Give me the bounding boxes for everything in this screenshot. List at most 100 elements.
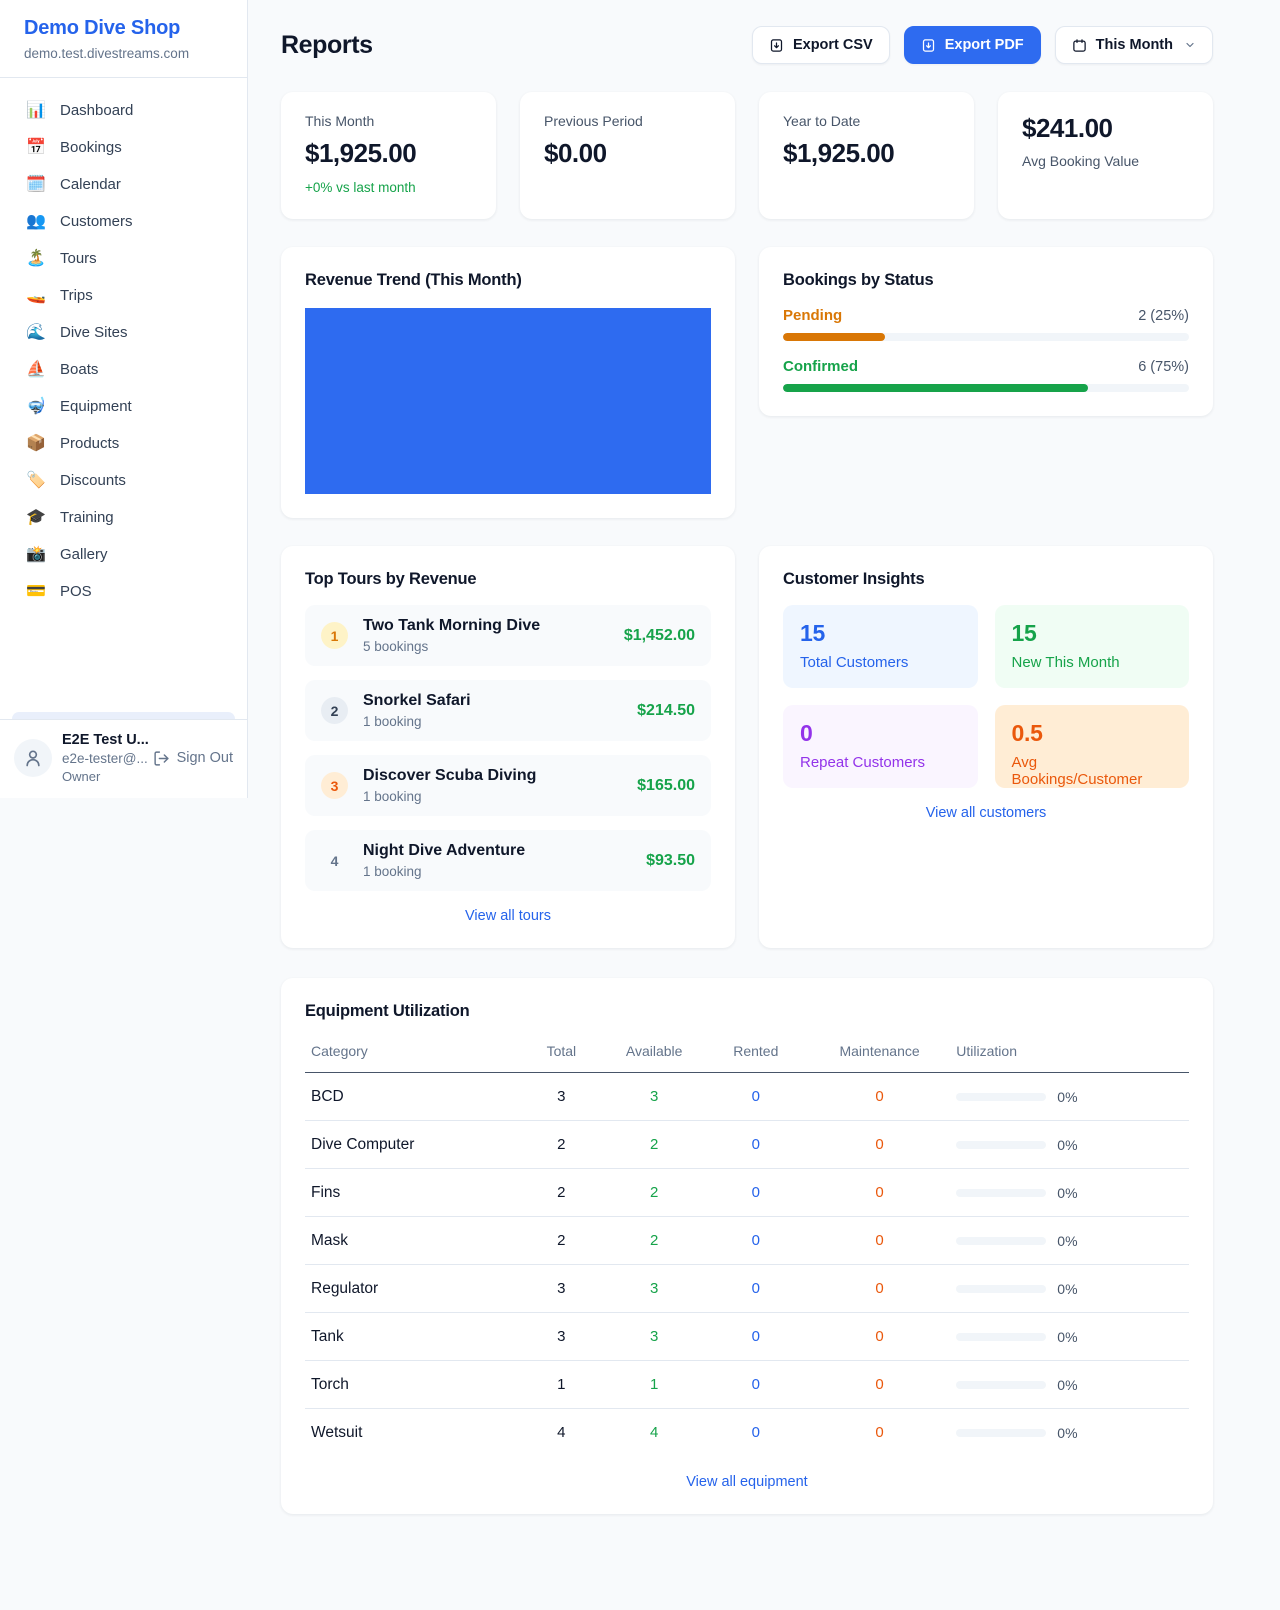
equipment-available: 4	[649, 1424, 659, 1442]
Products[interactable]: 📦 Products	[12, 425, 235, 462]
utilization-bar-track	[956, 1284, 1047, 1293]
insight-value: 0	[800, 720, 813, 746]
active-nav-item-partial[interactable]	[12, 712, 235, 719]
chevron-down-icon	[1186, 42, 1194, 48]
sign-out-button[interactable]: Sign Out	[153, 750, 233, 767]
view-all-equipment-link[interactable]: View all equipment	[686, 1473, 808, 1490]
export-pdf-button[interactable]: Export PDF	[903, 26, 1041, 64]
Training[interactable]: 🎓 Training	[12, 499, 235, 536]
equipment-maintenance: 0	[808, 1360, 951, 1409]
equipment-rented: 0	[702, 1216, 809, 1265]
Equipment[interactable]: 🤿 Equipment	[12, 388, 235, 425]
stat-value: $1,925.00	[305, 138, 417, 168]
tour-rank-badge: 1	[321, 622, 348, 649]
utilization-bar-track	[956, 1428, 1047, 1437]
equipment-table-row: BCD 3 3 0 0 0%	[305, 1072, 1189, 1121]
nav-item-label: Discounts	[60, 472, 126, 489]
tour-bookings: 1 booking	[363, 864, 422, 879]
insight-value: 0.5	[1011, 720, 1043, 746]
tour-bookings: 1 booking	[363, 789, 422, 804]
top-tours-card: Top Tours by Revenue 1 Two Tank Morning …	[281, 546, 735, 948]
calendar-icon: 🗓️	[26, 175, 46, 193]
utilization-percent: 0%	[1057, 1232, 1078, 1249]
status-bar-track	[783, 333, 1189, 341]
Discounts[interactable]: 🏷️ Discounts	[12, 462, 235, 499]
col-total: Total	[517, 1033, 606, 1073]
Bookings[interactable]: 📅 Bookings	[12, 129, 235, 166]
equipment-table-row: Regulator 3 3 0 0 0%	[305, 1264, 1189, 1313]
view-all-tours-link[interactable]: View all tours	[465, 908, 551, 924]
period-select[interactable]: This Month	[1054, 26, 1213, 64]
utilization-bar-track	[956, 1332, 1047, 1341]
equipment-table-header: Category Total Available Rented Maintena…	[305, 1033, 1189, 1073]
insight-label: New This Month	[1011, 654, 1120, 671]
equipment-icon: 🤿	[26, 397, 46, 415]
utilization-percent: 0%	[1057, 1184, 1078, 1201]
equipment-utilization-card: Equipment Utilization Category Total Ava…	[281, 978, 1213, 1514]
equipment-available: 2	[605, 1168, 703, 1217]
utilization-cell: 0%	[956, 1329, 1183, 1345]
tour-revenue: $1,452.00	[623, 626, 695, 644]
insight-value: 15	[800, 620, 825, 646]
equipment-table-row: Tank 3 3 0 0 0%	[305, 1312, 1189, 1361]
equipment-total: 1	[517, 1360, 606, 1409]
equipment-total: 3	[517, 1264, 606, 1313]
Calendar[interactable]: 🗓️ Calendar	[12, 166, 235, 203]
view-all-customers-link[interactable]: View all customers	[925, 805, 1047, 821]
main-content: Reports Export CSV Export PDF This Month…	[248, 0, 1280, 1514]
user-name: E2E Test U...	[62, 732, 149, 748]
status-group: Confirmed 6 (75%)	[783, 358, 1189, 392]
nav-item-label: Tours	[60, 250, 97, 267]
dive-sites-icon: 🌊	[26, 323, 46, 341]
tour-row: 1 Two Tank Morning Dive 5 bookings $1,45…	[305, 605, 711, 666]
utilization-percent: 0%	[1057, 1280, 1078, 1297]
equipment-available: 2	[605, 1120, 703, 1169]
equipment-category: Torch	[305, 1360, 518, 1409]
equipment-available: 2	[605, 1216, 703, 1265]
equipment-table-row: Fins 2 2 0 0 0%	[305, 1168, 1189, 1217]
tour-row: 2 Snorkel Safari 1 booking $214.50	[305, 680, 711, 741]
equipment-category: Dive Computer	[305, 1120, 518, 1169]
Dashboard[interactable]: 📊 Dashboard	[12, 92, 235, 129]
col-maintenance: Maintenance	[808, 1033, 951, 1073]
insight-label: Total Customers	[800, 654, 909, 671]
tour-rank-badge: 3	[321, 772, 348, 799]
nav-item-label: Calendar	[60, 176, 121, 193]
equipment-maintenance: 0	[808, 1072, 951, 1121]
stat-value: $0.00	[544, 138, 607, 168]
tours-icon: 🏝️	[26, 249, 46, 267]
trips-icon: 🚤	[26, 286, 46, 304]
equipment-category: Tank	[305, 1312, 518, 1361]
equipment-rented: 0	[702, 1072, 809, 1121]
Gallery[interactable]: 📸 Gallery	[12, 536, 235, 573]
export-csv-button[interactable]: Export CSV	[751, 26, 890, 64]
Trips[interactable]: 🚤 Trips	[12, 277, 235, 314]
Dive Sites[interactable]: 🌊 Dive Sites	[12, 314, 235, 351]
file-download-icon	[770, 38, 783, 52]
POS[interactable]: 💳 POS	[12, 573, 235, 610]
sign-out-icon	[153, 750, 169, 766]
tour-name: Two Tank Morning Dive	[363, 617, 541, 634]
page-title: Reports	[281, 30, 373, 59]
equipment-available: 3	[605, 1264, 703, 1313]
insight-label: Repeat Customers	[800, 754, 926, 771]
stat-label: Avg Booking Value	[1022, 153, 1140, 169]
equipment-maintenance: 0	[808, 1312, 951, 1361]
user-role: Owner	[62, 769, 101, 784]
equipment-total: 4	[557, 1424, 566, 1442]
export-csv-label: Export CSV	[792, 37, 873, 53]
equipment-total: 2	[517, 1216, 606, 1265]
Customers[interactable]: 👥 Customers	[12, 203, 235, 240]
Boats[interactable]: ⛵ Boats	[12, 351, 235, 388]
status-count: 6 (75%)	[1138, 359, 1189, 375]
sidebar-nav: 📊 Dashboard 📅 Bookings 🗓️ Calendar 👥 Cus…	[0, 78, 247, 709]
equipment-category: BCD	[305, 1072, 518, 1121]
equipment-table: Category Total Available Rented Maintena…	[305, 1033, 1189, 1457]
equipment-rented: 0	[702, 1360, 809, 1409]
stat-value: $241.00	[1022, 113, 1113, 143]
status-label: Confirmed	[783, 358, 858, 375]
equipment-table-row: Wetsuit 4 4 0 0 0%	[305, 1409, 1189, 1457]
Tours[interactable]: 🏝️ Tours	[12, 240, 235, 277]
insights-row: Top Tours by Revenue 1 Two Tank Morning …	[281, 546, 1213, 948]
revenue-trend-chart	[305, 308, 711, 494]
